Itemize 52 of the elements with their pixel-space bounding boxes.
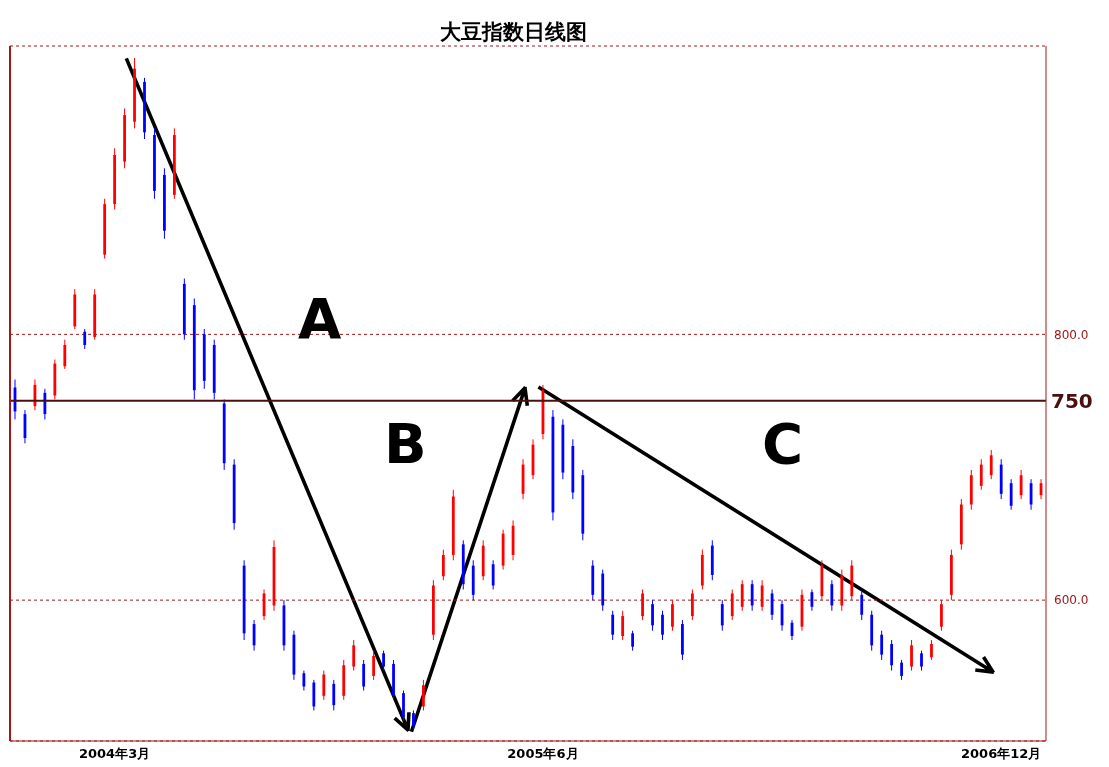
candlestick: [402, 690, 405, 722]
annotation: A: [298, 286, 342, 351]
candlestick: [920, 650, 923, 672]
candlestick: [83, 328, 87, 350]
candlestick: [611, 610, 615, 641]
candlestick: [332, 679, 336, 711]
annotation: C: [762, 411, 804, 476]
candlestick: [720, 599, 724, 632]
candlestick: [641, 589, 644, 621]
candlestick: [412, 709, 415, 731]
candlestick: [750, 579, 754, 612]
candlestick: [661, 610, 664, 641]
candlestick: [940, 599, 943, 632]
candlestick: [441, 549, 445, 581]
candlestick: [43, 388, 47, 420]
x-tick-label: 2005年6月: [507, 746, 579, 762]
chart-title: 大豆指数日线图: [438, 19, 588, 46]
candlestick: [322, 670, 326, 701]
candlestick: [730, 589, 734, 621]
annotation: B: [384, 411, 427, 476]
candlestick: [760, 579, 764, 612]
candlestick: [740, 579, 744, 612]
y-tick-label: 800.0: [1054, 327, 1089, 342]
candlestick: [1019, 469, 1023, 500]
candlestick: [860, 589, 864, 621]
candlestick: [621, 610, 625, 641]
candlestick: [372, 650, 376, 681]
y-tick-label: 600.0: [1054, 593, 1089, 608]
candlestick: [382, 650, 385, 672]
candlestick: [890, 639, 894, 672]
candlestick: [989, 449, 993, 480]
ref-line-label: 750: [1051, 388, 1093, 413]
candlestick: [302, 670, 306, 691]
candlestick: [830, 579, 834, 612]
candlestick: [880, 630, 884, 661]
candlestick: [979, 458, 983, 491]
candlestick: [1009, 478, 1013, 511]
candlestick: [930, 639, 933, 661]
x-tick-label: 2004年3月: [78, 746, 151, 762]
candlestick: [422, 679, 425, 711]
candlestick: [651, 599, 654, 632]
candlestick: [63, 339, 67, 370]
candlestick: [900, 659, 903, 681]
candlestick: [690, 589, 694, 621]
candlestick: [491, 559, 495, 591]
candlestick: [671, 599, 674, 632]
candlestick: [352, 639, 356, 672]
candlestick: [631, 630, 635, 652]
x-tick-label: 2006年12月: [961, 746, 1042, 762]
candlestick: [910, 639, 913, 672]
candlestick: [362, 659, 366, 691]
candlestick: [312, 679, 316, 711]
